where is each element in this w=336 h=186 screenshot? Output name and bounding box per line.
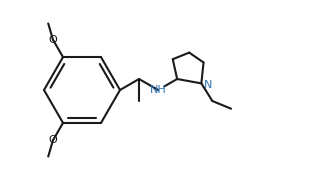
Text: N: N (204, 80, 213, 90)
Text: O: O (49, 135, 57, 145)
Text: NH: NH (150, 85, 166, 95)
Text: O: O (49, 35, 57, 45)
